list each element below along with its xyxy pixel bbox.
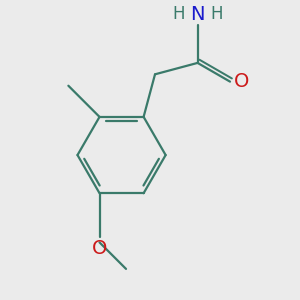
Text: O: O [92, 239, 107, 258]
Text: H: H [172, 4, 185, 22]
Text: H: H [210, 4, 223, 22]
Text: N: N [190, 5, 205, 24]
Text: O: O [234, 72, 250, 91]
